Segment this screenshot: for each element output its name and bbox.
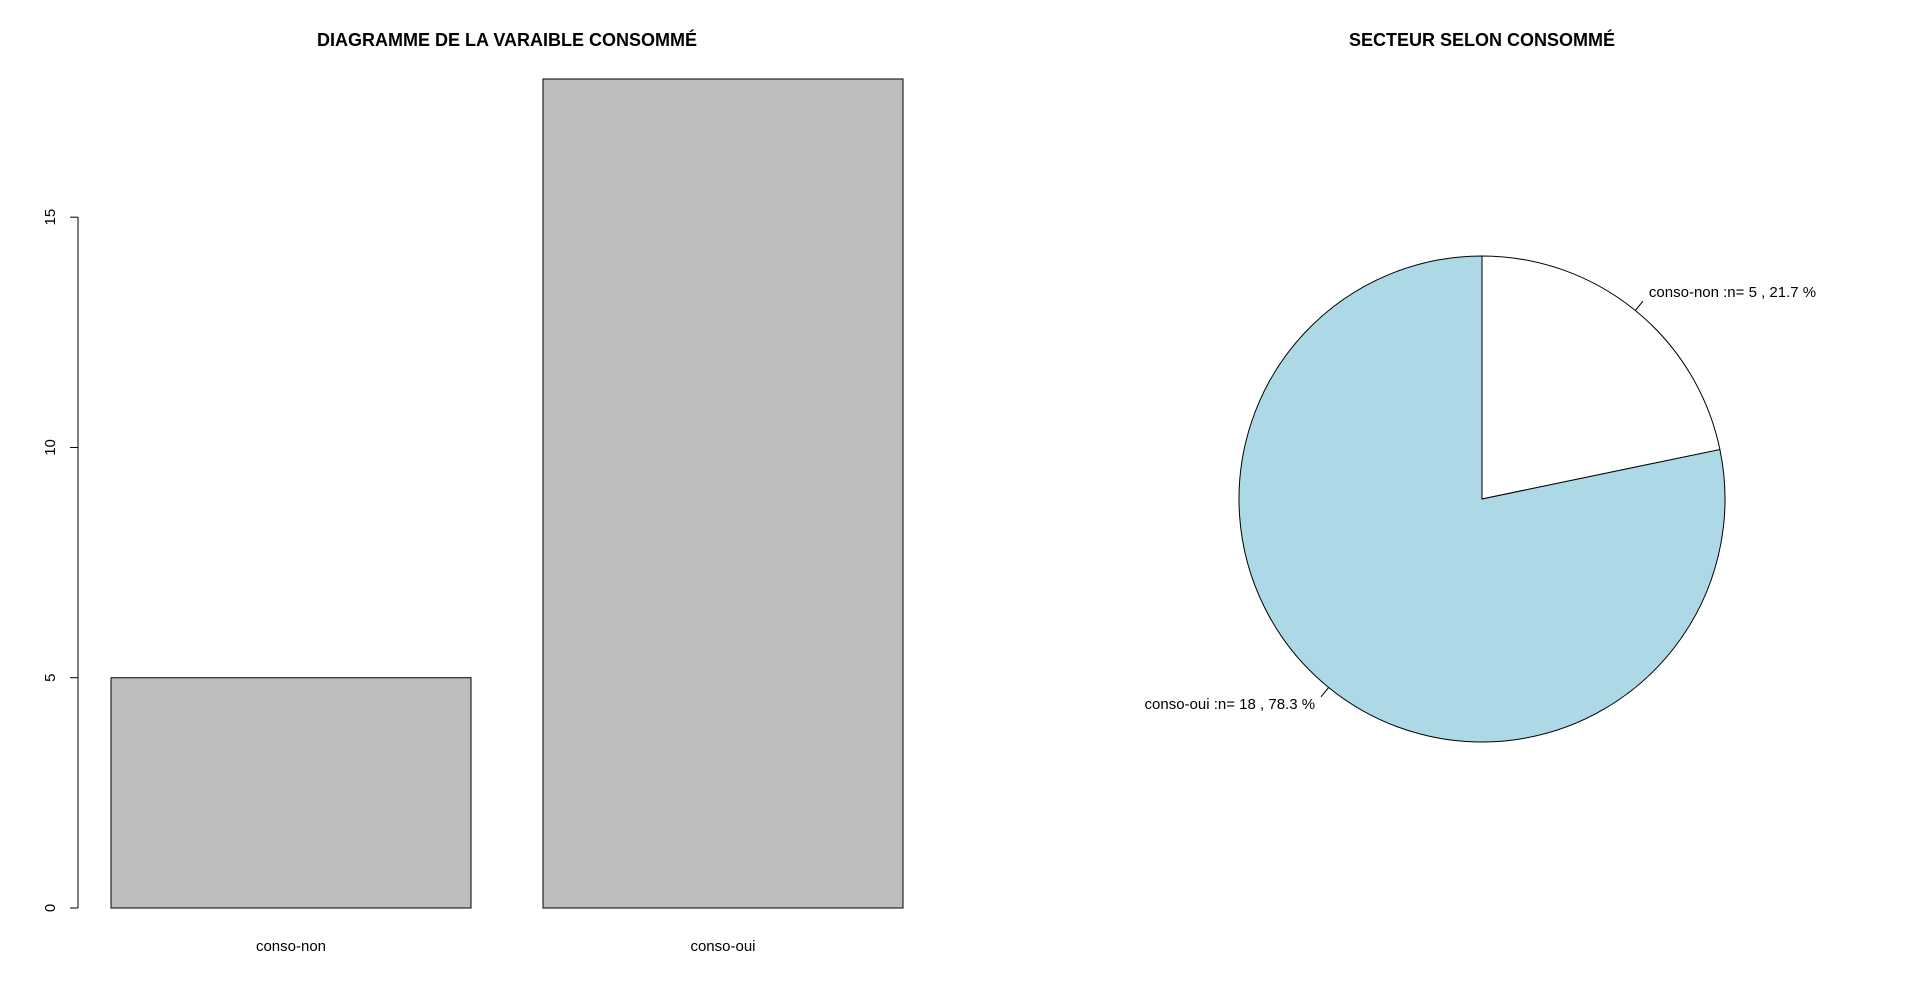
pie-slice-label: conso-oui :n= 18 , 78.3 % xyxy=(1145,696,1316,713)
pie-slices xyxy=(1238,255,1726,743)
bar-conso-oui xyxy=(542,78,904,909)
pie-slice xyxy=(1238,255,1726,743)
x-category-label: conso-oui xyxy=(690,938,755,955)
bar-conso-non xyxy=(110,677,472,909)
y-tick-label: 5 xyxy=(42,674,59,682)
pie-slice-label: conso-non :n= 5 , 21.7 % xyxy=(1649,284,1816,301)
bar-category-labels: conso-non conso-oui xyxy=(256,938,756,955)
y-tick-label: 0 xyxy=(42,904,59,912)
y-tick-label: 10 xyxy=(42,439,59,456)
pie-label-tick xyxy=(1320,687,1330,698)
y-tick-label: 15 xyxy=(42,209,59,226)
bar-marks xyxy=(110,78,904,909)
pie-chart-title: SECTEUR SELON CONSOMMÉ xyxy=(1349,29,1615,50)
pie-label-tick xyxy=(1634,300,1644,311)
bar-chart: DIAGRAMME DE LA VARAIBLE CONSOMMÉ 0 5 10 15… xyxy=(42,29,904,955)
x-category-label: conso-non xyxy=(256,938,326,955)
pie-labels: conso-non :n= 5 , 21.7 % conso-oui :n= 18… xyxy=(1145,284,1817,713)
bar-chart-title: DIAGRAMME DE LA VARAIBLE CONSOMMÉ xyxy=(317,29,697,50)
pie-chart: SECTEUR SELON CONSOMMÉ conso-non :n= 5 ,… xyxy=(1145,29,1817,743)
bar-y-axis: 0 5 10 15 xyxy=(42,209,79,912)
